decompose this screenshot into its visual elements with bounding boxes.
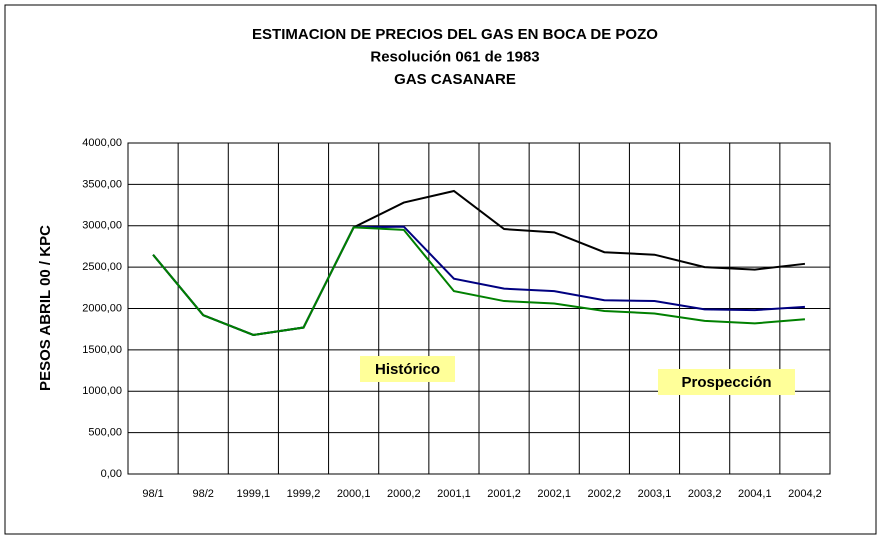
x-tick-label: 2000,2 bbox=[387, 488, 421, 500]
y-tick-label: 1000,00 bbox=[82, 385, 122, 397]
y-tick-label: 2500,00 bbox=[82, 261, 122, 273]
x-tick-label: 2003,2 bbox=[688, 488, 722, 500]
x-tick-label: 2001,2 bbox=[487, 488, 521, 500]
series-line bbox=[152, 226, 806, 337]
y-tick-label: 1500,00 bbox=[82, 344, 122, 356]
y-tick-label: 3500,00 bbox=[82, 178, 122, 190]
chart-title: GAS CASANARE bbox=[394, 71, 516, 88]
chart-title: ESTIMACION DE PRECIOS DEL GAS EN BOCA DE… bbox=[252, 26, 658, 43]
x-tick-label: 2001,1 bbox=[437, 488, 471, 500]
x-tick-label: 2004,1 bbox=[738, 488, 772, 500]
y-tick-label: 4000,00 bbox=[82, 137, 122, 149]
annotation: Prospección bbox=[681, 374, 771, 391]
x-tick-label: 98/2 bbox=[193, 488, 214, 500]
x-tick-label: 2003,1 bbox=[638, 488, 672, 500]
annotation-box bbox=[360, 356, 455, 382]
x-tick-label: 2004,2 bbox=[788, 488, 822, 500]
y-tick-label: 3000,00 bbox=[82, 220, 122, 232]
annotation: Histórico bbox=[375, 361, 440, 378]
y-tick-label: 2000,00 bbox=[82, 302, 122, 314]
x-tick-label: 2002,1 bbox=[537, 488, 571, 500]
x-tick-label: 1999,2 bbox=[287, 488, 321, 500]
annotation-box bbox=[658, 369, 795, 395]
x-tick-label: 2000,1 bbox=[337, 488, 371, 500]
y-axis-label: PESOS ABRIL 00 / KPC bbox=[37, 225, 54, 391]
x-tick-label: 1999,1 bbox=[237, 488, 271, 500]
chart-frame bbox=[4, 4, 877, 535]
chart-title: Resolución 061 de 1983 bbox=[370, 48, 539, 65]
y-tick-label: 500,00 bbox=[88, 427, 122, 439]
x-tick-label: 2002,2 bbox=[588, 488, 622, 500]
x-tick-label: 98/1 bbox=[142, 488, 163, 500]
y-tick-label: 0,00 bbox=[101, 468, 122, 480]
